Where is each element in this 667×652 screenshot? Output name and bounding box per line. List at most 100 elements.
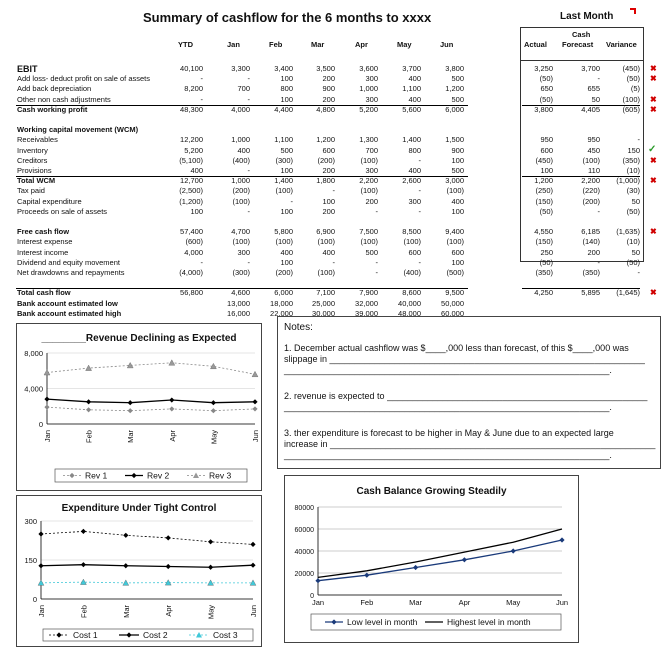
table-row: Interest income 4,000 300 400 400 500 600 600 25…	[0, 248, 667, 258]
cell-value: 22,000	[270, 308, 293, 318]
cell-value: 40,000	[398, 298, 421, 308]
revenue-chart: 0 4,000 8,000 Jan Feb Mar Apr May Jun Rev 1 Rev 2 R…	[24, 349, 260, 483]
data-point	[210, 362, 217, 370]
lm-cell-value: 950	[587, 135, 600, 145]
row-label: Provisions	[17, 166, 52, 175]
cell-value: 1,100	[402, 84, 421, 94]
col-jun: Jun	[440, 40, 454, 49]
cell-value: 25,000	[312, 298, 335, 308]
lm-cell-value: (50)	[539, 74, 553, 84]
cell-value: 3,600	[359, 64, 378, 73]
row-label: Bank account estimated high	[17, 308, 122, 318]
row-label: Creditors	[17, 155, 48, 165]
y-tick-label: 150	[24, 556, 37, 565]
legend-marker	[193, 472, 199, 478]
data-point	[252, 406, 258, 412]
table-row	[0, 278, 667, 288]
cell-value: 8,600	[402, 288, 421, 298]
revenue-chart-title: ________Revenue Declining as Expected	[41, 333, 237, 344]
data-point	[38, 563, 44, 569]
lm-cell-value: 250	[540, 247, 553, 257]
note-3-line-c: ________________________________________…	[284, 450, 612, 460]
data-point	[123, 532, 129, 538]
data-point	[122, 579, 130, 586]
data-point	[127, 400, 133, 406]
lm-cell-value: 655	[587, 84, 600, 94]
lm-cell-value: -	[597, 257, 601, 267]
legend-label: Highest level in month	[447, 617, 531, 627]
legend-label: Rev 1	[85, 471, 107, 481]
lm-cell-value: (50)	[626, 257, 640, 267]
notes-heading: Notes:	[284, 322, 313, 333]
row-label: Bank account estimated low	[17, 298, 118, 308]
cell-value: -	[375, 206, 379, 216]
cell-value: 600	[322, 145, 335, 155]
lm-cell-value: -	[597, 206, 601, 216]
red-x-icon: ✖	[650, 74, 657, 84]
cell-value: 900	[451, 145, 464, 155]
cell-value: (100)	[317, 237, 335, 247]
data-point	[44, 396, 50, 402]
data-point	[80, 562, 86, 568]
note-1-line-a: 1. December actual cashflow was $____,00…	[284, 343, 629, 353]
cell-value: 300	[365, 74, 378, 84]
data-point	[210, 408, 216, 414]
lm-cell-value: 4,550	[534, 227, 553, 237]
cell-value: 3,700	[402, 64, 421, 73]
cell-value: 200	[322, 206, 335, 216]
y-tick-label: 0	[33, 595, 37, 604]
lm-cell-value: (50)	[539, 206, 553, 216]
cell-value: (4,000)	[179, 268, 203, 277]
notes-panel: Notes: 1. December actual cashflow was $…	[277, 316, 661, 469]
col-mar: Mar	[311, 40, 325, 49]
data-point	[165, 563, 171, 570]
cell-value: (100)	[232, 237, 250, 247]
row-label: Proceeds on sale of assets	[17, 206, 108, 216]
table-row: Dividend and equity movement - - 100 - - - 100 (…	[0, 258, 667, 268]
data-point	[126, 362, 134, 369]
y-tick-label: 60000	[295, 527, 315, 534]
cell-value: -	[418, 155, 422, 165]
cell-value: 1,800	[316, 176, 335, 186]
lm-cell-value: 110	[588, 166, 600, 175]
x-tick-label: Jun	[249, 605, 258, 617]
legend-label: Cost 3	[213, 630, 238, 640]
cell-value: 12,700	[180, 176, 203, 186]
series-line	[46, 362, 256, 375]
red-x-icon: ✖	[650, 64, 657, 73]
cell-value: -	[418, 186, 422, 196]
note-1-line-c: ________________________________________…	[284, 365, 612, 375]
x-tick-label: Feb	[79, 605, 88, 618]
cell-value: -	[247, 257, 251, 267]
table-row: Total cash flow 56,800 4,600 6,000 7,100 7,90…	[0, 288, 667, 298]
lm-cell-value: (1,645)	[616, 288, 640, 298]
expenditure-chart-title: Expenditure Under Tight Control	[61, 503, 217, 514]
lm-cell-value: (150)	[535, 196, 553, 206]
lm-cell-value: 50	[631, 196, 640, 206]
cell-value: 1,200	[445, 84, 464, 94]
cell-value: -	[200, 257, 204, 267]
cell-value: (100)	[275, 186, 293, 196]
col-apr: Apr	[355, 40, 368, 49]
revenue-chart-panel: ________Revenue Declining as Expected 0 4…	[16, 323, 262, 491]
table-row: Inventory 5,200 400 500 600 700 800 900 600 450 15…	[0, 144, 667, 156]
cell-value: -	[375, 257, 379, 267]
total-rule	[16, 288, 468, 290]
col-variance: Variance	[606, 40, 637, 49]
table-row: Other non cash adjustments - - 100 200 300 400…	[0, 95, 667, 105]
cell-value: 700	[237, 84, 250, 94]
cell-value: 700	[365, 145, 378, 155]
red-corner-marker	[630, 8, 636, 14]
x-tick-label: Feb	[85, 430, 94, 443]
cell-value: (5,100)	[179, 155, 203, 165]
cell-value: 13,000	[227, 298, 250, 308]
cash-chart-title: Cash Balance Growing Steadily	[356, 486, 507, 497]
total-rule-lm	[522, 104, 640, 106]
row-label: Other non cash adjustments	[17, 94, 111, 104]
cell-value: -	[247, 74, 251, 84]
row-label: Total WCM	[17, 176, 56, 186]
cell-value: -	[418, 257, 422, 267]
cell-value: -	[200, 94, 204, 104]
cell-value: 1,300	[359, 135, 378, 145]
lm-cell-value: (1,000)	[616, 176, 640, 186]
